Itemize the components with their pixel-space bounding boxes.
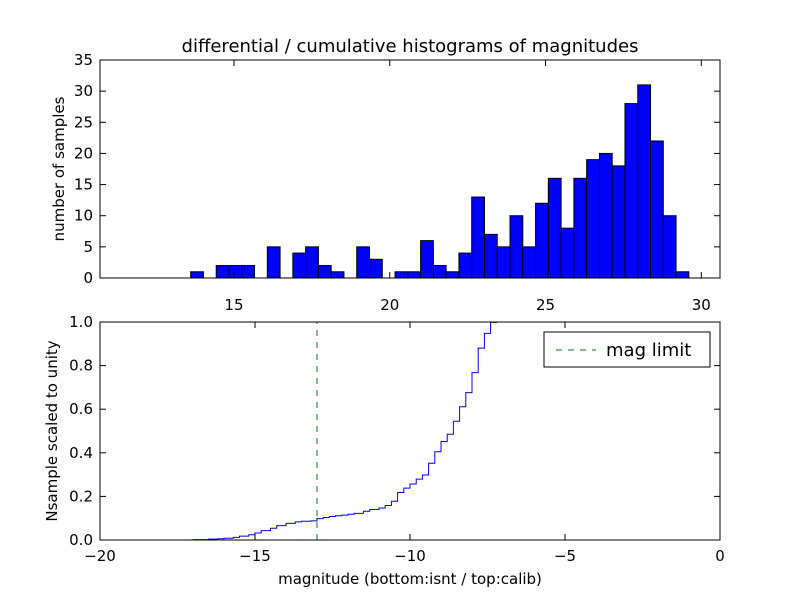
legend: mag limit xyxy=(543,331,711,368)
y-tick-label: 30 xyxy=(74,82,93,100)
legend-entry-mag-limit: mag limit xyxy=(606,340,691,361)
histogram-bar xyxy=(675,271,690,279)
y-tick-label: 0.6 xyxy=(69,400,93,418)
histogram-bar xyxy=(522,246,537,279)
x-tick-label: −5 xyxy=(554,547,576,565)
x-tick-label: 15 xyxy=(224,296,243,314)
x-tick-label: −20 xyxy=(84,547,116,565)
x-tick-label: −15 xyxy=(239,547,271,565)
bottom-axis-ticks: 0.0 0.2 0.4 0.6 0.8 1.0 −20 −15 −10 −5 0 xyxy=(69,313,725,565)
histogram-bar xyxy=(560,227,575,279)
histogram-bar xyxy=(356,246,370,279)
histogram-bar xyxy=(535,202,549,279)
y-tick-label: 25 xyxy=(74,113,93,131)
histogram-bar xyxy=(368,258,383,279)
y-tick-label: 20 xyxy=(74,144,93,162)
histogram-bar xyxy=(650,140,664,279)
histogram-bar xyxy=(509,215,524,279)
histogram-bar xyxy=(662,215,677,279)
histogram-bar xyxy=(215,265,230,279)
histogram-bars xyxy=(190,84,690,279)
histogram-bar xyxy=(432,265,447,279)
histogram-bar xyxy=(317,265,332,279)
histogram-bar xyxy=(496,246,511,279)
x-tick-label: −10 xyxy=(394,547,426,565)
bottom-cumulative-panel: magnitude (bottom:isnt / top:calib) Nsam… xyxy=(43,313,725,588)
histogram-bar xyxy=(241,265,256,279)
y-tick-label: 0 xyxy=(83,269,93,287)
histogram-bar xyxy=(292,252,307,279)
top-chart-title: differential / cumulative histograms of … xyxy=(182,36,639,57)
histogram-bar xyxy=(407,271,422,279)
bottom-y-axis-label: Nsample scaled to unity xyxy=(43,340,61,521)
histogram-bar xyxy=(637,84,652,279)
histogram-bar xyxy=(228,265,243,279)
y-tick-label: 0.2 xyxy=(69,487,93,505)
histogram-bar xyxy=(190,271,204,279)
top-y-axis-label: number of samples xyxy=(50,96,68,241)
histogram-bar xyxy=(305,246,319,279)
y-tick-label: 0.8 xyxy=(69,357,93,375)
histogram-bar xyxy=(420,240,434,279)
histogram-bar xyxy=(266,246,281,279)
top-histogram-panel: differential / cumulative histograms of … xyxy=(50,36,721,314)
x-tick-label: 0 xyxy=(715,547,725,565)
histogram-bar xyxy=(586,159,600,279)
x-tick-label: 20 xyxy=(380,296,399,314)
histogram-bar xyxy=(483,233,498,279)
y-tick-label: 0.0 xyxy=(69,531,93,549)
histogram-bar xyxy=(624,103,639,279)
histogram-bar xyxy=(471,196,485,279)
y-tick-label: 15 xyxy=(74,176,93,194)
histogram-bar xyxy=(573,177,588,279)
y-tick-label: 1.0 xyxy=(69,313,93,331)
x-tick-label: 25 xyxy=(536,296,555,314)
histogram-bar xyxy=(394,271,409,279)
histogram-bar xyxy=(330,271,345,279)
histogram-bar xyxy=(598,152,613,279)
histogram-bar xyxy=(458,252,473,279)
y-tick-label: 35 xyxy=(74,51,93,69)
top-plot-frame xyxy=(99,59,721,279)
bottom-x-axis-label: magnitude (bottom:isnt / top:calib) xyxy=(278,570,542,588)
y-tick-label: 5 xyxy=(83,238,93,256)
top-axis-ticks: 0 5 10 15 20 25 30 35 15 20 25 30 xyxy=(74,51,720,314)
histogram-bar xyxy=(445,271,460,279)
histogram-bar xyxy=(611,165,626,279)
x-tick-label: 30 xyxy=(692,296,711,314)
bottom-plot-frame xyxy=(99,321,721,541)
histogram-bar xyxy=(547,177,562,279)
y-tick-label: 0.4 xyxy=(69,444,93,462)
y-tick-label: 10 xyxy=(74,207,93,225)
